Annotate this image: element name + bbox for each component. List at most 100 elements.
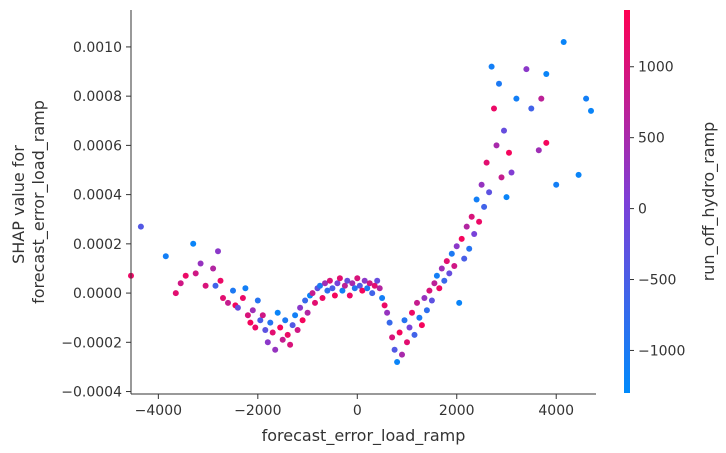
scatter-point xyxy=(431,280,438,287)
colorbar-tick-label: −500 xyxy=(638,273,676,289)
y-tick-label: −0.0004 xyxy=(61,385,122,401)
scatter-point xyxy=(344,277,351,284)
colorbar-label: run_off_hydro_ramp xyxy=(699,122,719,282)
scatter-point xyxy=(220,295,226,301)
scatter-point xyxy=(257,317,264,324)
scatter-point xyxy=(391,346,398,353)
scatter-point xyxy=(543,71,550,77)
colorbar-ticks: −1000 −500 0 500 1000 xyxy=(630,60,685,359)
scatter-point xyxy=(491,105,497,112)
scatter-point xyxy=(341,282,348,289)
scatter-point xyxy=(225,299,231,306)
scatter-point xyxy=(312,299,318,306)
scatter-point xyxy=(137,223,144,230)
scatter-point xyxy=(376,285,383,292)
scatter-point xyxy=(339,287,346,294)
scatter-point xyxy=(588,107,594,114)
x-tick-label: 4000 xyxy=(538,403,574,419)
scatter-point xyxy=(369,290,376,297)
scatter-point xyxy=(411,331,418,338)
scatter-point xyxy=(498,174,505,181)
scatter-point xyxy=(441,277,448,284)
scatter-point xyxy=(361,277,368,284)
scatter-point xyxy=(483,159,490,166)
scatter-point xyxy=(309,290,316,297)
scatter-point xyxy=(463,223,470,230)
scatter-point xyxy=(446,270,453,277)
scatter-point xyxy=(346,292,353,299)
scatter-point xyxy=(401,317,408,324)
scatter-point xyxy=(324,287,331,294)
scatter-point xyxy=(436,285,443,292)
scatter-point xyxy=(426,287,433,294)
scatter-point xyxy=(304,309,311,316)
scatter-point xyxy=(212,282,219,289)
scatter-point xyxy=(496,80,502,87)
scatter-point xyxy=(172,290,179,297)
x-tick-label: 0 xyxy=(353,403,362,419)
colorbar-tick-label: 0 xyxy=(638,202,647,218)
scatter-point xyxy=(244,312,251,319)
scatter-point xyxy=(468,213,475,220)
y-tick-label: 0.0002 xyxy=(73,237,122,253)
y-tick-label: 0.0006 xyxy=(73,138,122,154)
scatter-point xyxy=(478,181,485,188)
scatter-point xyxy=(399,351,405,358)
scatter-point xyxy=(421,295,428,301)
scatter-point xyxy=(329,285,336,292)
scatter-point xyxy=(538,95,545,102)
scatter-point xyxy=(262,327,269,333)
scatter-point xyxy=(583,95,590,102)
x-tick-label: 2000 xyxy=(439,403,475,419)
scatter-point xyxy=(433,272,440,279)
scatter-point xyxy=(292,312,299,319)
scatter-point xyxy=(356,282,363,289)
scatter-point xyxy=(364,285,371,292)
scatter-point xyxy=(317,282,323,289)
y-tick-label: 0.0010 xyxy=(73,40,122,56)
colorbar-tick-label: 1000 xyxy=(638,60,674,76)
scatter-point xyxy=(162,253,169,260)
colorbar-tick-label: −1000 xyxy=(638,343,685,359)
scatter-point xyxy=(423,307,430,314)
scatter-point xyxy=(543,139,550,146)
y-tick-label: 0.0000 xyxy=(73,286,122,302)
scatter-point xyxy=(197,260,204,267)
scatter-point xyxy=(182,272,189,279)
scatter-point xyxy=(409,309,415,316)
scatter-point xyxy=(456,299,463,306)
scatter-point xyxy=(428,297,435,304)
scatter-point xyxy=(473,196,480,203)
scatter-point xyxy=(488,63,495,70)
scatter-point xyxy=(404,339,410,346)
scatter-point xyxy=(458,235,465,242)
scatter-point xyxy=(239,295,246,301)
scatter-point xyxy=(267,319,274,326)
scatter-point xyxy=(396,329,403,336)
scatter-point xyxy=(486,189,493,196)
y-axis-label-line-2: forecast_error_load_ramp xyxy=(29,100,49,304)
scatter-point xyxy=(359,287,366,294)
scatter-point xyxy=(513,95,520,102)
x-tick-label: −4000 xyxy=(135,403,182,419)
scatter-point xyxy=(471,231,478,237)
scatter-point xyxy=(354,275,361,282)
scatter-point xyxy=(252,324,259,331)
x-axis: −4000 −2000 0 2000 4000 xyxy=(131,393,596,419)
scatter-point xyxy=(234,304,241,311)
scatter-point xyxy=(575,171,582,178)
scatter-point xyxy=(374,277,381,284)
scatter-point xyxy=(294,327,301,333)
scatter-point xyxy=(418,322,425,329)
scatter-points xyxy=(128,39,594,365)
scatter-point xyxy=(535,147,542,154)
scatter-point xyxy=(272,346,279,353)
scatter-point xyxy=(289,322,296,329)
colorbar xyxy=(624,10,630,393)
scatter-point xyxy=(528,105,535,112)
y-axis-label-line-1: SHAP value for xyxy=(9,145,28,264)
scatter-point xyxy=(190,240,197,247)
scatter-point xyxy=(177,280,184,287)
scatter-point xyxy=(269,329,276,336)
